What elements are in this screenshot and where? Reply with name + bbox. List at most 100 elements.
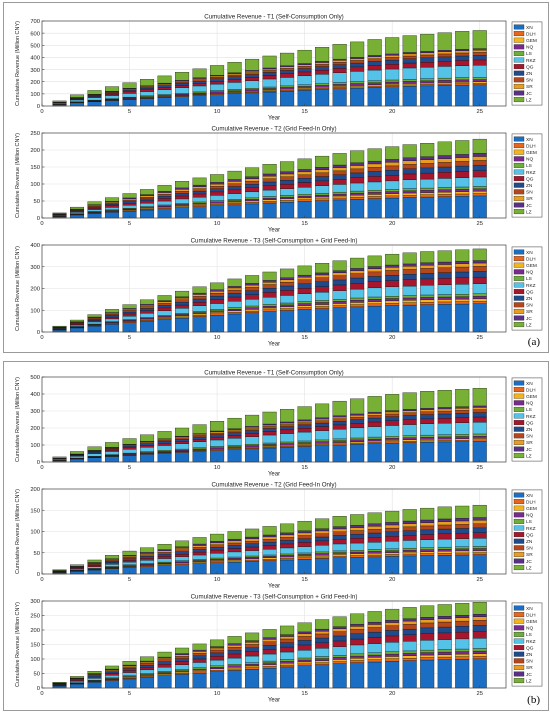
- bar-LZ-year-19: [367, 255, 382, 267]
- bar-QG-year-5: [122, 91, 137, 94]
- bar-LZ-year-14: [280, 625, 295, 635]
- bar-QG-year-15: [297, 644, 312, 651]
- bar-LS-year-12: [245, 555, 260, 558]
- bar-ZN-year-3: [87, 675, 102, 678]
- bar-LZ-year-8: [175, 72, 190, 81]
- legend-swatch-RKZ: [513, 169, 525, 175]
- bar-SN-year-5: [122, 310, 137, 313]
- bar-XN-year-25: [472, 441, 487, 463]
- bar-RKZ-year-16: [315, 545, 330, 553]
- bar-LZ-year-3: [87, 671, 102, 674]
- bar-ZN-year-6: [140, 443, 155, 446]
- bar-QG-year-19: [367, 65, 382, 71]
- bar-XN-year-8: [175, 564, 190, 575]
- legend-swatch-DLH: [513, 387, 525, 393]
- bar-LS-year-20: [385, 79, 400, 83]
- bar-LS-year-8: [175, 313, 190, 315]
- bar-NQ-year-15: [297, 442, 312, 445]
- bar-RKZ-year-16: [315, 430, 330, 441]
- bar-QG-year-11: [227, 548, 242, 553]
- legend-swatch-NQ: [513, 269, 525, 275]
- y-tick-label: 0: [37, 686, 40, 692]
- bar-ZN-year-13: [262, 181, 277, 186]
- bar-RKZ-year-7: [157, 666, 172, 672]
- bar-LS-year-19: [367, 652, 382, 656]
- bar-ZN-year-19: [367, 532, 382, 538]
- bar-XN-year-4: [105, 568, 120, 575]
- bar-JC-year-24: [455, 518, 470, 522]
- bar-GEM-year-15: [297, 197, 312, 200]
- bar-XN-year-7: [157, 675, 172, 689]
- bar-RKZ-year-9: [192, 441, 207, 448]
- legend-label-SR: SR: [526, 309, 533, 315]
- bar-GEM-year-19: [367, 553, 382, 556]
- bar-LZ-year-25: [472, 248, 487, 261]
- bar-RKZ-year-7: [157, 200, 172, 206]
- bar-ZN-year-24: [455, 626, 470, 633]
- bar-GEM-year-24: [455, 81, 470, 84]
- bar-QG-year-22: [420, 534, 435, 540]
- bar-NQ-year-11: [227, 446, 242, 449]
- bar-SR-year-15: [297, 276, 312, 280]
- bar-RKZ-year-23: [437, 639, 452, 650]
- bar-SN-year-11: [227, 647, 242, 651]
- bar-LS-year-22: [420, 434, 435, 438]
- legend-label-ZN: ZN: [526, 296, 533, 302]
- bar-SR-year-10: [210, 75, 225, 78]
- bar-QG-year-24: [455, 171, 470, 178]
- bar-SR-year-17: [332, 416, 347, 419]
- bar-DLH-year-13: [262, 309, 277, 312]
- legend-swatch-SR: [513, 439, 525, 445]
- legend-swatch-NQ: [513, 625, 525, 631]
- bar-ZN-year-20: [385, 169, 400, 176]
- bar-SN-year-10: [210, 432, 225, 435]
- y-tick-label: 400: [30, 392, 40, 398]
- legend-label-SR: SR: [526, 196, 533, 202]
- legend-label-QG: QG: [526, 289, 534, 295]
- bar-XN-year-3: [87, 682, 102, 689]
- bar-SN-year-18: [350, 273, 365, 279]
- bar-LZ-year-22: [420, 33, 435, 52]
- bar-LS-year-14: [280, 659, 295, 662]
- bar-RKZ-year-24: [455, 422, 470, 435]
- bar-LZ-year-9: [192, 537, 207, 545]
- bar-XN-year-24: [455, 84, 470, 107]
- x-tick-label: 10: [214, 465, 220, 471]
- bar-RKZ-year-25: [472, 538, 487, 547]
- bar-SN-year-5: [122, 199, 137, 202]
- bar-SN-year-8: [175, 656, 190, 659]
- bar-LZ-year-13: [262, 55, 277, 69]
- bar-DLH-year-9: [192, 671, 207, 674]
- bar-XN-year-3: [87, 325, 102, 333]
- bar-RKZ-year-8: [175, 198, 190, 204]
- legend-label-XN: XN: [526, 250, 533, 256]
- bar-DLH-year-17: [332, 661, 347, 664]
- bar-QG-year-11: [227, 189, 242, 194]
- legend-label-GEM: GEM: [526, 150, 537, 156]
- bar-GEM-year-18: [350, 85, 365, 87]
- bar-SN-year-24: [455, 266, 470, 273]
- bar-LZ-year-12: [245, 632, 260, 641]
- bar-XN-year-6: [140, 566, 155, 575]
- bar-LS-year-14: [280, 195, 295, 198]
- bar-SN-year-20: [385, 165, 400, 171]
- bar-JC-year-25: [472, 260, 487, 264]
- bar-XN-year-21: [402, 660, 417, 689]
- bar-LS-year-10: [210, 557, 225, 560]
- bar-ZN-year-21: [402, 530, 417, 536]
- bar-LS-year-19: [367, 549, 382, 552]
- bar-LS-year-15: [297, 552, 312, 555]
- bar-LZ-year-10: [210, 421, 225, 432]
- bar-QG-year-5: [122, 447, 137, 450]
- x-tick-label: 15: [301, 691, 307, 697]
- bar-GEM-year-23: [437, 654, 452, 658]
- bar-LZ-year-13: [262, 629, 277, 638]
- bar-QG-year-21: [402, 279, 417, 287]
- bar-NQ-year-20: [385, 81, 400, 85]
- bar-JC-year-21: [402, 157, 417, 161]
- legend-label-ZN: ZN: [526, 652, 533, 658]
- bar-SN-year-4: [105, 202, 120, 205]
- x-tick-label: 15: [301, 335, 307, 341]
- bar-QG-year-6: [140, 89, 155, 92]
- bar-LZ-year-8: [175, 290, 190, 298]
